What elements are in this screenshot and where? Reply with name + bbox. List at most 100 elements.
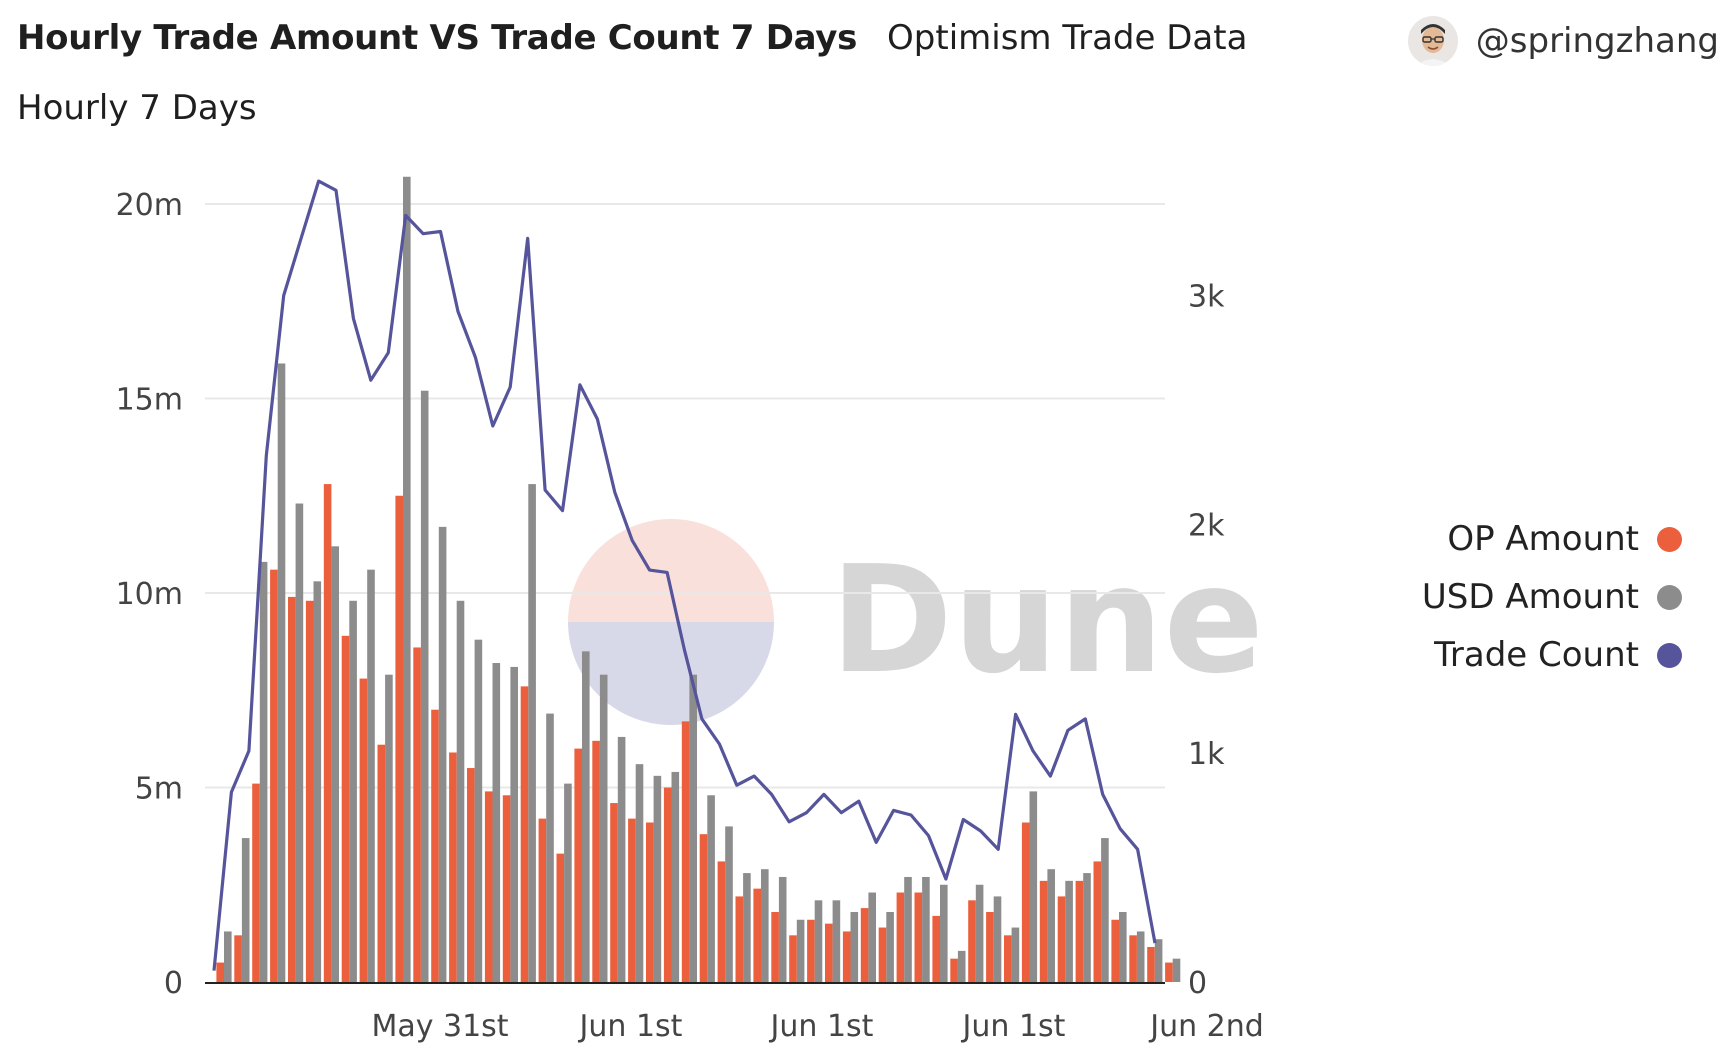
y-right-tick-label: 0 <box>1188 966 1207 1001</box>
bar-usd-amount <box>689 674 697 982</box>
bar-usd-amount <box>653 775 662 982</box>
bar-op-amount <box>484 791 493 982</box>
bar-op-amount <box>646 822 654 982</box>
watermark-logo-top <box>568 519 774 622</box>
chart-title: Hourly Trade Amount VS Trade Count 7 Day… <box>17 18 858 58</box>
bar-op-amount <box>1111 919 1119 982</box>
bar-usd-amount <box>1136 931 1145 982</box>
bar-usd-amount <box>904 876 912 982</box>
bar-op-amount <box>395 495 403 982</box>
bar-op-amount <box>592 740 600 982</box>
bar-usd-amount <box>635 764 644 982</box>
bar-op-amount <box>520 686 529 982</box>
y-right-tick-label: 3k <box>1188 280 1225 315</box>
bar-usd-amount <box>474 639 483 982</box>
bar-op-amount <box>771 911 779 982</box>
legend-item-trade-count[interactable]: Trade Count <box>1330 626 1682 684</box>
bar-usd-amount <box>331 546 339 982</box>
bar-usd-amount <box>1172 958 1181 982</box>
bar-op-amount <box>574 748 582 982</box>
bar-op-amount <box>717 861 726 982</box>
bar-op-amount <box>628 818 636 982</box>
bar-op-amount <box>610 803 618 982</box>
bar-op-amount <box>252 783 260 982</box>
bar-op-amount <box>359 678 368 982</box>
legend-label-trade-count: Trade Count <box>1434 635 1639 675</box>
bar-op-amount <box>968 900 976 982</box>
bar-usd-amount <box>510 666 518 982</box>
bar-op-amount <box>341 635 350 982</box>
bar-op-amount <box>1039 880 1048 982</box>
bar-usd-amount <box>617 736 626 982</box>
bar-usd-amount <box>940 884 948 982</box>
bar-usd-amount <box>456 600 465 982</box>
bar-usd-amount <box>259 561 268 982</box>
bar-op-amount <box>1057 896 1066 982</box>
bar-op-amount <box>449 752 457 982</box>
bar-op-amount <box>986 911 994 982</box>
bar-op-amount <box>1129 935 1137 982</box>
bar-usd-amount <box>403 176 411 982</box>
avatar[interactable] <box>1407 16 1458 66</box>
y-right-tick-label: 2k <box>1188 508 1225 543</box>
legend-label-usd-amount: USD Amount <box>1421 577 1639 617</box>
bar-op-amount <box>735 896 744 982</box>
bar-op-amount <box>234 935 242 982</box>
bar-usd-amount <box>1029 791 1038 982</box>
bar-usd-amount <box>528 484 536 982</box>
bar-op-amount <box>1093 861 1102 982</box>
bar-op-amount <box>538 818 547 982</box>
bar-usd-amount <box>993 896 1002 982</box>
bar-usd-amount <box>295 503 304 982</box>
bar-usd-amount <box>1119 911 1127 982</box>
bar-op-amount <box>216 962 224 982</box>
bar-usd-amount <box>761 869 769 982</box>
bar-op-amount <box>950 958 958 982</box>
author[interactable]: @springzhang <box>1407 16 1719 66</box>
bar-usd-amount <box>957 950 966 982</box>
y-right-tick-label: 1k <box>1188 737 1225 772</box>
bar-usd-amount <box>385 674 393 982</box>
bar-usd-amount <box>313 581 322 982</box>
bar-op-amount <box>789 935 797 982</box>
author-name[interactable]: @springzhang <box>1475 21 1719 61</box>
bar-op-amount <box>878 927 887 982</box>
bar-usd-amount <box>277 363 286 982</box>
legend-item-usd-amount[interactable]: USD Amount <box>1330 568 1682 626</box>
bar-usd-amount <box>868 892 876 982</box>
bar-op-amount <box>663 787 672 982</box>
bar-op-amount <box>753 888 761 982</box>
dashboard-name[interactable]: Optimism Trade Data <box>887 18 1248 58</box>
bar-usd-amount <box>367 569 375 982</box>
watermark-text: Dune <box>830 534 1264 706</box>
bar-op-amount <box>807 919 815 982</box>
bar-usd-amount <box>546 713 554 982</box>
y-left-tick-label: 15m <box>116 383 183 418</box>
bar-op-amount <box>556 853 565 982</box>
y-left-tick-label: 5m <box>135 772 183 807</box>
x-tick-label: Jun 1st <box>769 1009 874 1044</box>
legend-item-op-amount[interactable]: OP Amount <box>1330 510 1682 568</box>
bar-op-amount <box>914 892 923 982</box>
dune-watermark: Dune <box>568 519 1264 725</box>
bar-usd-amount <box>778 876 787 982</box>
bar-usd-amount <box>850 911 859 982</box>
bar-op-amount <box>305 600 314 982</box>
bar-usd-amount <box>922 876 930 982</box>
bar-op-amount <box>860 908 869 982</box>
bar-usd-amount <box>796 919 805 982</box>
y-left-tick-label: 20m <box>116 188 183 223</box>
bar-usd-amount <box>832 900 841 982</box>
bar-usd-amount <box>886 911 894 982</box>
bar-op-amount <box>288 596 296 982</box>
legend-dot-trade-count <box>1657 642 1682 668</box>
x-tick-label: May 31st <box>371 1009 508 1044</box>
x-tick-label: Jun 2nd <box>1148 1009 1264 1044</box>
bar-usd-amount <box>1154 939 1163 982</box>
bar-op-amount <box>1004 935 1012 982</box>
line-trade-count <box>212 179 1157 971</box>
bar-usd-amount <box>224 931 232 982</box>
bar-op-amount <box>681 721 690 982</box>
bar-usd-amount <box>671 771 680 982</box>
